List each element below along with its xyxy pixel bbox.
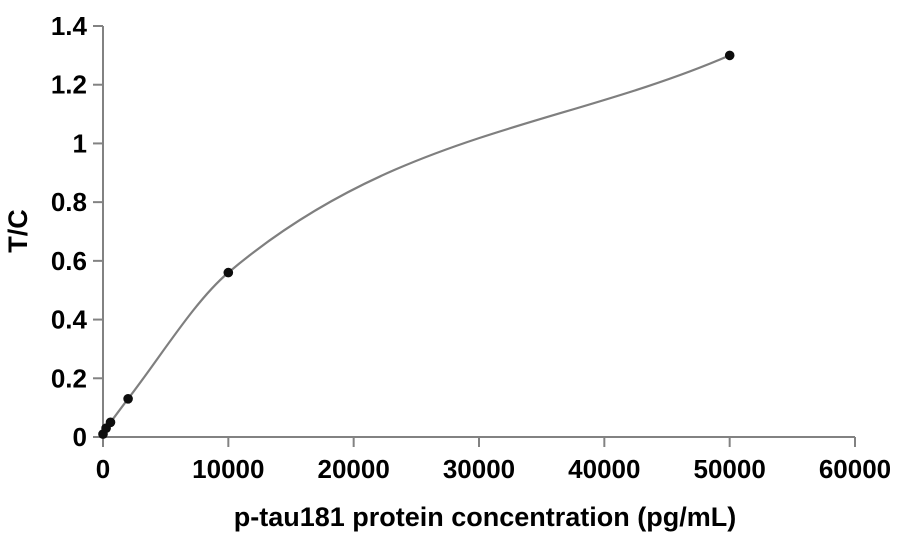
data-points bbox=[98, 50, 735, 439]
axis-spine bbox=[102, 26, 855, 438]
y-tick-label-6: 1.2 bbox=[51, 70, 87, 100]
y-tick-label-5: 1 bbox=[73, 128, 87, 158]
data-point-5 bbox=[724, 50, 735, 61]
fit-curve bbox=[102, 54, 731, 435]
x-tick-label-4: 40000 bbox=[568, 454, 640, 484]
x-tick-label-5: 50000 bbox=[694, 454, 766, 484]
x-tick-label-2: 20000 bbox=[318, 454, 390, 484]
axes bbox=[93, 25, 856, 447]
y-axis-tick-labels: 0 0.2 0.4 0.6 0.8 1 1.2 1.4 bbox=[51, 11, 88, 452]
x-tick-label-6: 60000 bbox=[819, 454, 891, 484]
y-tick-label-2: 0.4 bbox=[51, 305, 88, 335]
x-tick-label-0: 0 bbox=[96, 454, 110, 484]
x-axis-title: p-tau181 protein concentration (pg/mL) bbox=[234, 502, 737, 532]
y-tick-label-3: 0.6 bbox=[51, 246, 87, 276]
x-tick-label-1: 10000 bbox=[192, 454, 264, 484]
data-point-3 bbox=[123, 394, 133, 404]
y-tick-label-4: 0.8 bbox=[51, 187, 87, 217]
data-point-2 bbox=[105, 417, 116, 428]
x-axis-tick-labels: 0 10000 20000 30000 40000 50000 60000 bbox=[96, 454, 891, 484]
y-axis-title: T/C bbox=[3, 209, 33, 253]
smoothed-curve bbox=[102, 54, 731, 435]
data-point-4 bbox=[223, 267, 234, 278]
y-tick-label-1: 0.2 bbox=[51, 363, 87, 393]
y-tick-label-0: 0 bbox=[73, 422, 87, 452]
y-tick-label-7: 1.4 bbox=[51, 11, 88, 41]
x-tick-label-3: 30000 bbox=[443, 454, 515, 484]
